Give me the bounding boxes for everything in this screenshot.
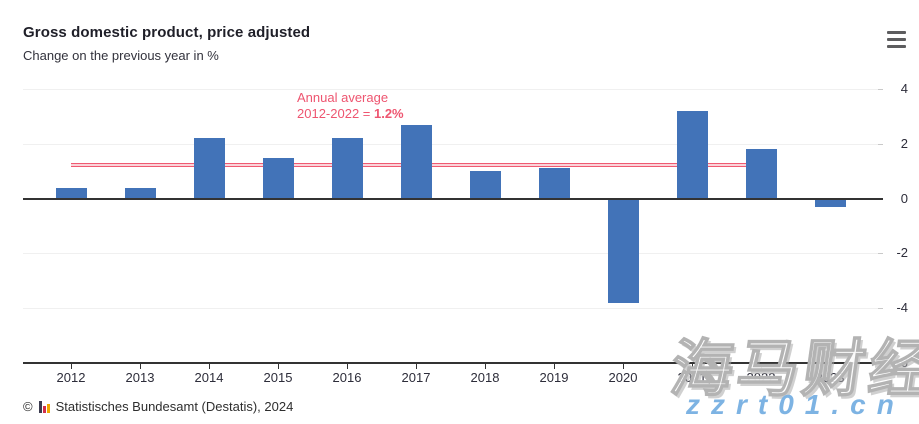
y-axis-label: 2 (900, 135, 908, 151)
bar-2013[interactable] (124, 187, 156, 199)
x-axis-tick (761, 364, 762, 369)
hamburger-bar (887, 31, 906, 34)
x-axis-label-2013: 2013 (125, 370, 155, 385)
x-axis-tick (140, 364, 141, 369)
x-axis-label-2016: 2016 (332, 370, 362, 385)
x-axis-tick (623, 364, 624, 369)
copyright-symbol: © (23, 399, 33, 414)
bar-2017[interactable] (400, 124, 432, 199)
x-axis-tick (278, 364, 279, 369)
y-axis-tick (878, 89, 883, 90)
gridline-4 (23, 89, 878, 90)
gridline--2 (23, 253, 878, 255)
destatis-bars-icon (38, 400, 50, 413)
y-axis-tick (878, 308, 883, 310)
gridline--4 (23, 308, 878, 310)
bar-2021[interactable] (676, 110, 708, 199)
page-title: Gross domestic product, price adjusted (23, 24, 311, 41)
x-axis-tick (485, 364, 486, 369)
hamburger-bar (887, 45, 906, 48)
y-axis-label: -4 (896, 300, 908, 316)
y-axis-tick (878, 253, 883, 255)
y-axis-label: 4 (900, 81, 908, 96)
x-axis-label-2017: 2017 (401, 370, 431, 385)
x-axis-label-2018: 2018 (470, 370, 500, 385)
x-axis-tick (416, 364, 417, 369)
bar-2018[interactable] (469, 171, 501, 199)
y-axis-label: -2 (896, 245, 908, 261)
x-axis-label-2023: 2023 (815, 370, 845, 385)
hamburger-menu-icon[interactable] (887, 31, 906, 48)
bar-2023[interactable] (814, 198, 846, 207)
average-value: 1.2% (373, 106, 404, 121)
x-axis-tick (692, 364, 693, 369)
bar-2012[interactable] (55, 187, 87, 199)
bar-2019[interactable] (538, 168, 570, 199)
page-subtitle: Change on the previous year in % (23, 48, 219, 63)
average-annotation-line1: Annual average (297, 90, 389, 105)
y-axis-tick (878, 143, 883, 145)
average-annotation-line2: 2012-2022 = 1.2% (297, 106, 404, 121)
x-axis-label-2022: 2022 (746, 370, 776, 385)
y-axis-tick (878, 197, 883, 200)
x-axis-label-2020: 2020 (608, 370, 638, 385)
attribution-text: Statistisches Bundesamt (Destatis), 2024 (55, 399, 294, 414)
y-axis-tick (878, 362, 883, 364)
gridline-2 (23, 143, 878, 145)
x-axis-tick (209, 364, 210, 369)
x-axis-label-2012: 2012 (56, 370, 86, 385)
x-axis-label-2021: 2021 (677, 370, 707, 385)
bar-2022[interactable] (745, 149, 777, 199)
x-axis-label-2015: 2015 (263, 370, 293, 385)
hamburger-bar (887, 38, 906, 41)
bar-2020[interactable] (607, 198, 639, 303)
bar-2016[interactable] (331, 138, 363, 199)
x-axis-tick (554, 364, 555, 369)
x-axis-tick (347, 364, 348, 369)
source-attribution: © Statistisches Bundesamt (Destatis), 20… (23, 399, 293, 414)
x-axis-tick (71, 364, 72, 369)
bar-2015[interactable] (262, 157, 294, 199)
average-annotation: Annual average 2012-2022 = 1.2% (297, 90, 404, 122)
y-axis-label: 0 (900, 190, 908, 206)
zero-line (23, 197, 878, 200)
x-axis-line (23, 362, 878, 364)
x-axis-tick (830, 364, 831, 369)
y-axis-label: -6 (896, 355, 908, 370)
x-axis-label-2019: 2019 (539, 370, 569, 385)
x-axis-label-2014: 2014 (194, 370, 224, 385)
bar-2014[interactable] (193, 138, 225, 199)
